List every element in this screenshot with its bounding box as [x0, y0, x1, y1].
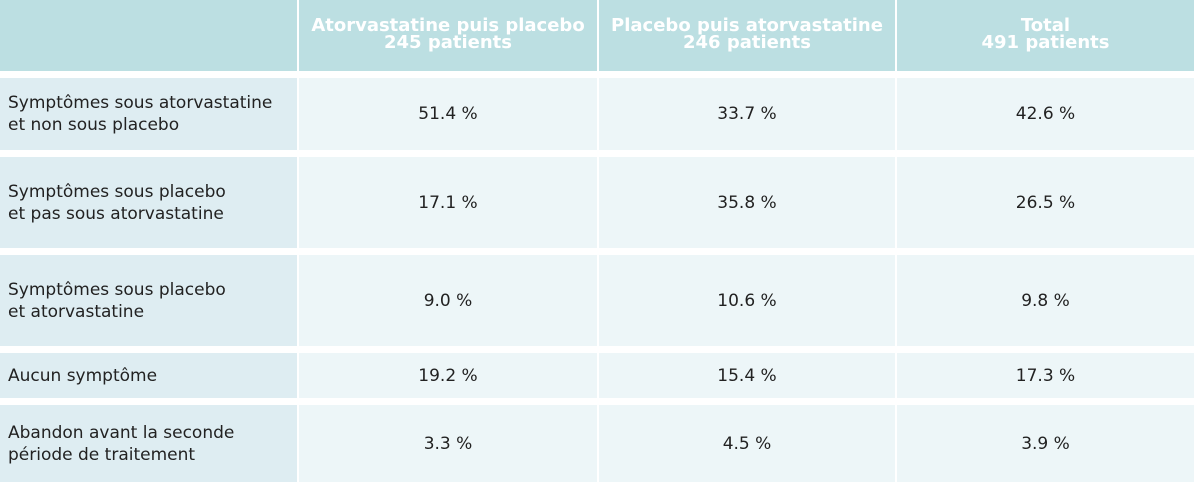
value-text: 10.6 % [717, 290, 777, 311]
header-text: 491 patients [981, 31, 1110, 53]
header-cell: Atorvastatine puis placebo 245 patients [299, 0, 597, 71]
row-label: Abandon avant la seconde période de trait… [0, 405, 297, 482]
row-label: Symptômes sous atorvastatine et non sous … [0, 78, 297, 150]
row-label: Symptômes sous placebo et pas sous atorva… [0, 157, 297, 248]
value-text: 3.9 % [1021, 433, 1070, 454]
header-text: Placebo puis atorvastatine [611, 14, 883, 36]
value-cell: 3.9 % [897, 405, 1194, 482]
row-label: Aucun symptôme [0, 353, 297, 398]
header-cell: Placebo puis atorvastatine 246 patients [599, 0, 895, 71]
row-label-text: Symptômes sous placebo [8, 279, 226, 300]
row-label-text: et non sous placebo [8, 115, 180, 135]
value-text: 17.3 % [1015, 365, 1076, 386]
value-text: 9.0 % [423, 290, 473, 311]
header-text: 246 patients [683, 31, 811, 53]
header-text: Atorvastatine puis placebo [311, 14, 585, 36]
value-cell: 10.6 % [599, 255, 895, 346]
row-label-text: Symptômes sous placebo [8, 181, 226, 202]
value-text: 15.4 % [717, 365, 777, 386]
header-cell [0, 0, 297, 71]
value-text: 51.4 % [418, 104, 478, 124]
value-text: 4.5 % [722, 433, 772, 454]
row-label-text: et pas sous atorvastatine [8, 203, 224, 224]
row-label-text: période de traitement [8, 444, 196, 465]
row-label-text: et atorvastatine [8, 301, 145, 322]
value-text: 26.5 % [1015, 192, 1076, 213]
value-cell: 9.0 % [299, 255, 597, 346]
value-cell: 33.7 % [599, 78, 895, 150]
value-text: 33.7 % [717, 104, 777, 124]
row-label-text: Abandon avant la seconde [8, 422, 235, 443]
value-cell: 17.3 % [897, 353, 1194, 398]
value-text: 9.8 % [1021, 290, 1070, 311]
value-cell: 35.8 % [599, 157, 895, 248]
value-text: 3.3 % [423, 433, 473, 454]
value-text: 17.1 % [418, 192, 478, 213]
value-cell: 3.3 % [299, 405, 597, 482]
value-cell: 9.8 % [897, 255, 1194, 346]
value-cell: 51.4 % [299, 78, 597, 150]
value-text: 35.8 % [717, 192, 777, 213]
value-cell: 26.5 % [897, 157, 1194, 248]
value-text: 19.2 % [418, 365, 478, 386]
value-cell: 15.4 % [599, 353, 895, 398]
value-cell: 42.6 % [897, 78, 1194, 150]
value-text: 42.6 % [1015, 104, 1076, 124]
header-cell: Total 491 patients [897, 0, 1194, 71]
row-label: Symptômes sous placebo et atorvastatine [0, 255, 297, 346]
row-label-text: Symptômes sous atorvastatine [8, 93, 273, 113]
value-cell: 4.5 % [599, 405, 895, 482]
header-text: 245 patients [384, 31, 512, 53]
value-cell: 17.1 % [299, 157, 597, 248]
header-text: Total [1020, 14, 1071, 36]
value-cell: 19.2 % [299, 353, 597, 398]
row-label-text: Aucun symptôme [8, 365, 158, 386]
